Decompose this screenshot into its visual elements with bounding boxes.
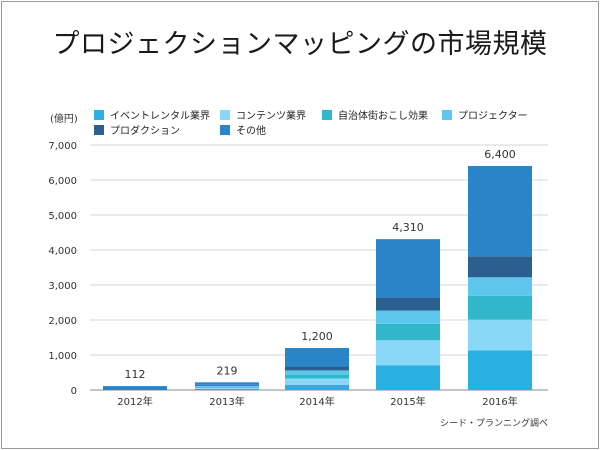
y-tick-label: 4,000 <box>48 246 77 257</box>
bar-segment-1 <box>376 365 440 390</box>
legend-swatch <box>220 124 230 135</box>
legend-swatch <box>442 109 452 120</box>
y-tick-label: 7,000 <box>48 141 77 152</box>
y-tick-label: 0 <box>71 386 77 397</box>
y-tick-label: 2,000 <box>48 316 77 327</box>
bar-segment-1 <box>468 350 532 390</box>
bar-segment-3 <box>376 323 440 341</box>
x-tick-label: 2014年 <box>299 395 334 408</box>
x-tick-label: 2015年 <box>390 395 425 408</box>
bar-segment-2 <box>468 319 532 351</box>
legend-item: イベントレンタル業界 <box>94 107 210 122</box>
bar-segment-5 <box>376 297 440 311</box>
bar-segment-1 <box>195 388 259 390</box>
y-axis-unit-label: (億円) <box>50 114 78 125</box>
legend-label: プロダクション <box>110 126 180 137</box>
bar-segment-5 <box>195 384 259 386</box>
bar-segment-4 <box>468 277 532 296</box>
legend-item: プロジェクター <box>442 107 528 122</box>
legend-label: プロジェクター <box>458 111 528 122</box>
x-tick-label: 2012年 <box>117 395 152 408</box>
y-tick-label: 5,000 <box>48 211 77 222</box>
bar-total-label: 1,200 <box>301 330 333 343</box>
bar-segment-3 <box>195 386 259 388</box>
legend-swatch <box>220 109 230 120</box>
bar-segment-1 <box>285 384 349 390</box>
bar-segment-4 <box>195 385 259 387</box>
legend-swatch <box>94 124 104 135</box>
bar-segment-5 <box>285 366 349 371</box>
bar-total-label: 219 <box>217 364 238 377</box>
y-tick-label: 3,000 <box>48 281 77 292</box>
legend-label: その他 <box>236 126 266 137</box>
bar-segment-6 <box>195 382 259 385</box>
bar-segment-3 <box>468 295 532 320</box>
chart-title: プロジェクションマッピングの市場規模 <box>52 29 548 60</box>
legend-item: その他 <box>220 122 266 137</box>
y-tick-label: 6,000 <box>48 176 77 187</box>
bar-total-label: 6,400 <box>484 148 516 161</box>
bar-segment-6 <box>468 166 532 257</box>
legend-label: 自治体街おこし効果 <box>338 111 428 122</box>
legend-label: コンテンツ業界 <box>236 111 306 122</box>
bar-segment-5 <box>468 256 532 278</box>
bar-segment-3 <box>285 374 349 379</box>
source-credit: シード・プランニング調べ <box>439 419 548 429</box>
legend-item: 自治体街おこし効果 <box>322 107 428 122</box>
bar-segment-6 <box>103 386 167 390</box>
legend-item: プロダクション <box>94 122 180 137</box>
bar-segment-6 <box>376 239 440 298</box>
bar-total-label: 4,310 <box>392 221 424 234</box>
legend-item: コンテンツ業界 <box>220 107 306 122</box>
bar-segment-6 <box>285 348 349 367</box>
legend-label: イベントレンタル業界 <box>110 111 210 122</box>
x-tick-label: 2016年 <box>482 395 517 408</box>
x-tick-label: 2013年 <box>209 395 244 408</box>
bar-segment-4 <box>376 310 440 324</box>
bar-segment-2 <box>195 387 259 389</box>
legend-swatch <box>94 109 104 120</box>
y-tick-label: 1,000 <box>48 351 77 362</box>
bar-segment-2 <box>376 340 440 366</box>
bar-segment-2 <box>285 378 349 385</box>
bar-total-label: 112 <box>125 368 146 381</box>
bar-segment-4 <box>285 370 349 375</box>
legend-swatch <box>322 109 332 120</box>
